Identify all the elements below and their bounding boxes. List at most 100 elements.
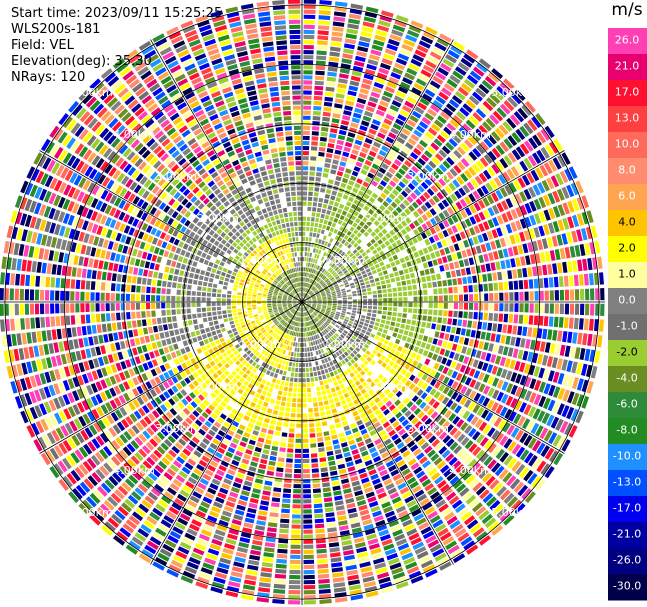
- range-gate: [425, 568, 438, 578]
- range-gate: [75, 291, 80, 301]
- range-gate: [307, 303, 312, 305]
- range-gate: [321, 390, 327, 396]
- range-gate: [530, 422, 540, 435]
- range-gate: [127, 166, 136, 176]
- range-gate: [95, 158, 105, 169]
- range-gate: [314, 508, 323, 514]
- range-gate: [381, 434, 389, 441]
- range-gate: [273, 389, 278, 394]
- range-gate: [377, 492, 387, 500]
- range-gate: [284, 293, 288, 296]
- range-gate: [322, 374, 327, 380]
- range-gate: [324, 335, 329, 340]
- range-gate: [270, 382, 275, 388]
- range-gate: [115, 293, 120, 301]
- range-gate: [264, 397, 271, 403]
- range-gate: [373, 302, 378, 306]
- range-gate: [238, 315, 243, 319]
- range-gate: [144, 335, 151, 343]
- range-gate: [99, 161, 109, 172]
- range-gate: [164, 453, 174, 462]
- range-gate: [242, 485, 252, 492]
- range-gate: [554, 303, 559, 314]
- range-gate: [347, 304, 352, 307]
- range-gate: [346, 311, 351, 315]
- range-gate: [204, 557, 216, 566]
- range-gate: [368, 324, 374, 329]
- range-gate: [326, 389, 331, 394]
- range-gate: [191, 173, 200, 181]
- range-gate: [420, 341, 427, 349]
- range-gate: [205, 271, 211, 277]
- range-gate: [245, 236, 251, 242]
- range-gate: [292, 302, 297, 304]
- range-gate: [166, 309, 171, 316]
- range-gate: [543, 368, 550, 380]
- range-gate: [168, 174, 176, 183]
- range-gate: [163, 273, 168, 280]
- range-gate: [287, 304, 292, 306]
- range-gate: [434, 552, 447, 562]
- range-gate: [300, 297, 302, 302]
- range-gate: [134, 142, 144, 152]
- range-gate: [48, 207, 56, 220]
- range-gate: [252, 307, 257, 310]
- range-gate: [67, 214, 75, 226]
- range-gate: [237, 261, 243, 266]
- range-gate: [290, 279, 294, 284]
- range-gate: [222, 188, 230, 195]
- range-gate: [250, 549, 261, 556]
- range-gate: [280, 289, 284, 293]
- range-gate: [201, 390, 209, 398]
- range-gate: [286, 329, 290, 334]
- range-gate: [362, 416, 370, 423]
- range-gate: [279, 359, 283, 364]
- range-gate: [279, 337, 284, 342]
- range-gate: [312, 483, 321, 488]
- range-gate: [319, 365, 324, 370]
- range-gate: [158, 460, 168, 470]
- range-gate: [269, 277, 274, 281]
- range-gate: [116, 283, 121, 292]
- range-gate: [373, 421, 381, 428]
- range-gate: [324, 405, 330, 410]
- range-gate: [263, 374, 269, 380]
- range-gate: [201, 206, 209, 214]
- range-gate: [318, 349, 322, 355]
- range-gate: [438, 431, 448, 441]
- range-gate: [307, 303, 312, 305]
- range-gate: [282, 298, 287, 300]
- range-gate: [194, 177, 203, 185]
- range-gate: [200, 95, 211, 103]
- range-gate: [331, 329, 336, 334]
- range-gate: [455, 373, 463, 382]
- range-gate: [291, 291, 295, 295]
- range-gate: [457, 319, 463, 327]
- range-gate: [239, 350, 245, 356]
- range-gate: [207, 180, 215, 188]
- range-gate: [492, 389, 500, 400]
- range-gate: [115, 362, 122, 372]
- range-gate: [114, 509, 126, 521]
- range-gate: [231, 327, 237, 333]
- range-gate: [163, 346, 170, 354]
- range-gate: [237, 311, 243, 316]
- range-gate: [280, 365, 285, 370]
- range-gate: [226, 259, 232, 265]
- range-gate: [285, 350, 289, 356]
- range-gate: [422, 350, 429, 357]
- range-gate: [171, 289, 176, 295]
- range-gate: [313, 318, 317, 323]
- range-gate: [105, 282, 111, 291]
- range-gate: [261, 281, 266, 286]
- range-gate: [238, 370, 245, 376]
- range-gate: [261, 336, 266, 341]
- range-gate: [341, 353, 346, 359]
- range-gate: [67, 200, 75, 212]
- range-gate: [398, 302, 403, 307]
- range-gate: [201, 172, 209, 180]
- range-gate: [338, 355, 343, 361]
- range-gate: [267, 527, 277, 533]
- range-gate: [93, 489, 105, 501]
- range-gate: [145, 441, 155, 451]
